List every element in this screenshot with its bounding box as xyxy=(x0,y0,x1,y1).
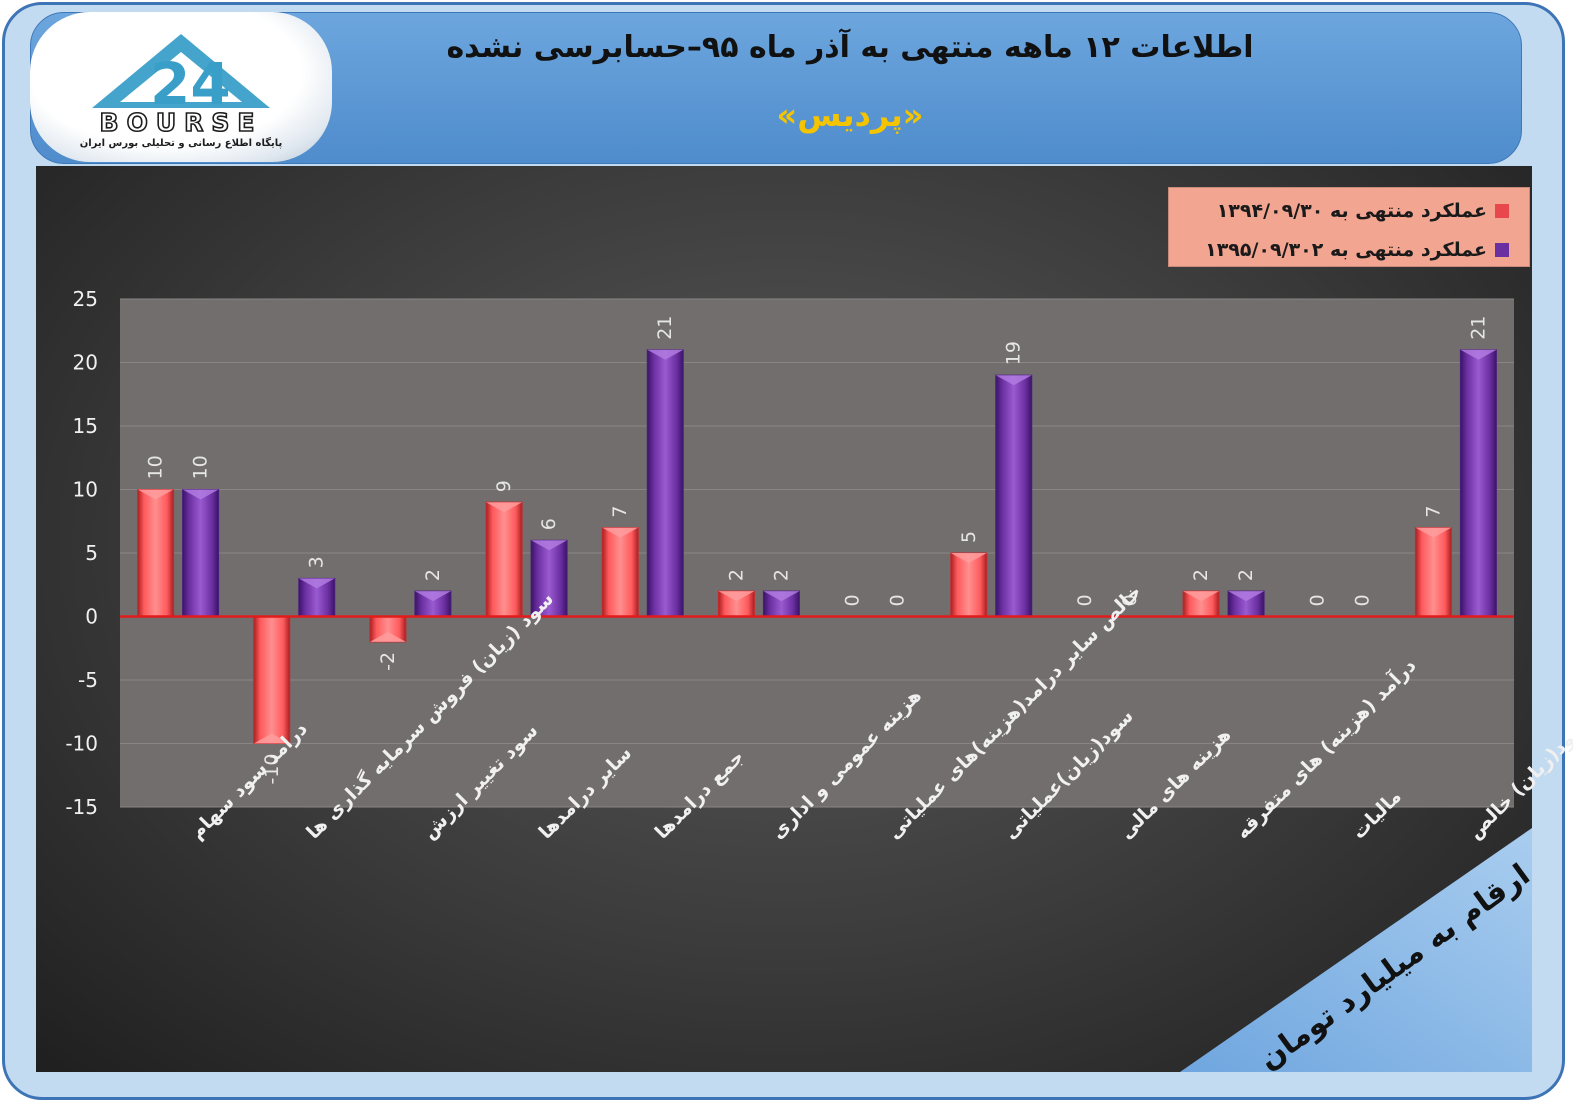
data-label-s2-9: 2 xyxy=(1235,569,1257,581)
bar-s2-7 xyxy=(995,374,1033,618)
bar-s2-9 xyxy=(1227,590,1265,617)
y-tick-label: 0 xyxy=(85,605,98,629)
legend-swatch-1 xyxy=(1495,204,1509,218)
data-label-s2-3: 6 xyxy=(538,518,560,530)
data-label-s2-7: 19 xyxy=(1003,341,1025,365)
data-label-s1-5: 2 xyxy=(725,569,747,581)
bar-s1-5 xyxy=(717,590,755,617)
y-tick-label: 5 xyxy=(85,541,98,565)
legend-swatch-2 xyxy=(1495,243,1509,257)
legend-item-2: عملکرد منتهی به ۱۳۹۵/۰۹/۳۰۲ xyxy=(1205,239,1509,261)
bar-s1-0 xyxy=(137,489,175,617)
y-tick-label: 10 xyxy=(73,478,98,502)
data-label-s2-5: 2 xyxy=(770,569,792,581)
data-label-s1-2: -2 xyxy=(377,652,399,671)
bar-s1-7 xyxy=(950,552,988,617)
y-tick-label: 15 xyxy=(73,414,98,438)
y-tick-label: 25 xyxy=(73,287,98,311)
data-label-s1-0: 10 xyxy=(145,455,167,479)
y-tick-label: -5 xyxy=(78,668,98,692)
y-tick-label: -10 xyxy=(65,732,98,756)
data-label-s2-8: 0 xyxy=(1119,594,1141,606)
bar-s2-0 xyxy=(182,489,220,617)
bar-s2-1 xyxy=(298,577,336,618)
page-subtitle: «پردیس» xyxy=(776,96,924,134)
data-label-s1-1: -10 xyxy=(261,754,283,785)
data-label-s1-11: 7 xyxy=(1422,506,1444,518)
logo-wordmark: BOURSE xyxy=(99,107,263,138)
bar-s1-2 xyxy=(369,616,407,643)
bar-s1-11 xyxy=(1414,527,1452,617)
data-label-s1-6: 0 xyxy=(842,594,864,606)
bar-s2-4 xyxy=(646,349,684,617)
data-label-s2-2: 2 xyxy=(422,569,444,581)
logo: 24 xyxy=(30,12,332,162)
data-label-s2-4: 21 xyxy=(654,316,676,340)
data-label-s2-6: 0 xyxy=(887,594,909,606)
data-label-s2-10: 0 xyxy=(1351,594,1373,606)
data-label-s1-8: 0 xyxy=(1074,594,1096,606)
data-label-s1-10: 0 xyxy=(1306,594,1328,606)
data-label-s1-9: 2 xyxy=(1190,569,1212,581)
bar-s1-1 xyxy=(253,616,291,744)
data-label-s2-0: 10 xyxy=(190,455,212,479)
legend-item-1: عملکرد منتهی به ۱۳۹۴/۰۹/۳۰ xyxy=(1217,200,1509,222)
data-label-s2-11: 21 xyxy=(1467,316,1489,340)
y-tick-label: 20 xyxy=(73,351,98,375)
bar-s1-9 xyxy=(1182,590,1220,617)
data-label-s2-1: 3 xyxy=(306,556,328,568)
data-label-s1-4: 7 xyxy=(609,506,631,518)
data-label-s1-7: 5 xyxy=(958,531,980,543)
bar-s2-2 xyxy=(414,590,452,617)
y-tick-label: -15 xyxy=(65,795,98,819)
bar-s2-3 xyxy=(530,539,568,617)
svg-text:24: 24 xyxy=(150,50,231,118)
bar-s1-4 xyxy=(601,527,639,617)
chart-legend: عملکرد منتهی به ۱۳۹۴/۰۹/۳۰ عملکرد منتهی … xyxy=(1168,187,1530,267)
legend-label-1: عملکرد منتهی به ۱۳۹۴/۰۹/۳۰ xyxy=(1216,200,1487,222)
logo-mark-icon: 24 xyxy=(92,34,270,118)
bar-s2-11 xyxy=(1459,349,1497,617)
bar-s2-5 xyxy=(762,590,800,617)
legend-label-2: عملکرد منتهی به ۱۳۹۵/۰۹/۳۰۲ xyxy=(1205,239,1487,261)
logo-subtext: پایگاه اطلاع رسانی و تحلیلی بورس ایران xyxy=(79,138,283,149)
page-title: اطلاعات ۱۲ ماهه منتهی به آذر ماه ۹۵–حساب… xyxy=(446,30,1254,65)
data-label-s1-3: 9 xyxy=(493,480,515,492)
bar-s1-3 xyxy=(485,501,523,618)
units-banner-shape xyxy=(1180,828,1532,1072)
